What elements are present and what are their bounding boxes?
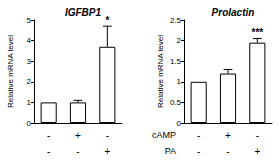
svg-text:Relative mRNA level: Relative mRNA level	[156, 35, 165, 108]
svg-text:0: 0	[177, 119, 182, 128]
svg-text:0.5: 0.5	[170, 98, 182, 107]
svg-text:2.5: 2.5	[170, 16, 182, 25]
svg-text:+: +	[225, 130, 231, 141]
svg-text:Relative mRNA level: Relative mRNA level	[6, 35, 15, 108]
svg-text:-: -	[226, 146, 229, 157]
svg-text:IGFBP1: IGFBP1	[65, 7, 102, 18]
svg-text:PA: PA	[165, 146, 176, 156]
svg-text:1.5: 1.5	[170, 57, 182, 66]
svg-text:4: 4	[27, 36, 32, 45]
svg-text:-: -	[106, 130, 109, 141]
svg-text:-: -	[76, 146, 79, 157]
svg-text:+: +	[75, 130, 81, 141]
svg-text:1: 1	[27, 98, 32, 107]
svg-text:-: -	[47, 130, 50, 141]
svg-text:-: -	[256, 130, 259, 141]
svg-text:+: +	[254, 146, 260, 157]
svg-text:-: -	[197, 130, 200, 141]
svg-text:0: 0	[27, 119, 32, 128]
svg-text:+: +	[104, 146, 110, 157]
svg-text:*: *	[105, 15, 109, 26]
svg-text:Prolactin: Prolactin	[212, 7, 255, 18]
svg-text:3: 3	[27, 57, 32, 66]
svg-text:***: ***	[251, 27, 263, 38]
svg-text:2: 2	[177, 36, 182, 45]
svg-text:2: 2	[27, 77, 32, 86]
svg-text:-: -	[197, 146, 200, 157]
svg-text:5: 5	[27, 16, 32, 25]
svg-text:cAMP: cAMP	[152, 130, 176, 140]
svg-text:-: -	[47, 146, 50, 157]
svg-text:1: 1	[177, 77, 182, 86]
